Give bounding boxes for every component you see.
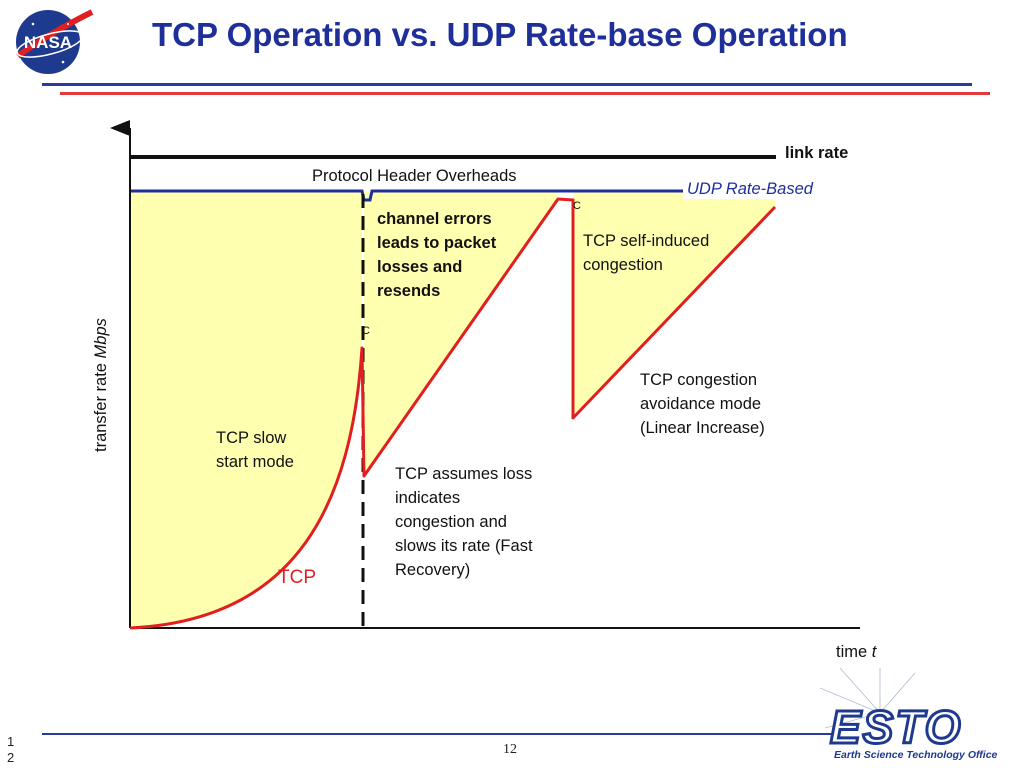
fast-recovery-label: TCP assumes loss indicates congestion an… — [395, 465, 533, 579]
x-axis-label-text: time — [836, 643, 872, 661]
footer-rule — [42, 733, 832, 735]
tcp-curve-label: TCP — [278, 567, 316, 588]
self-induced-label: TCP self-induced congestion — [583, 232, 710, 274]
slide-title: TCP Operation vs. UDP Rate-base Operatio… — [152, 16, 848, 53]
y-axis-label: transfer rate Mbps — [92, 318, 111, 452]
header-rule-blue — [42, 83, 972, 86]
congestion-fill — [573, 191, 775, 418]
header-rule-red — [60, 92, 990, 95]
esto-logo-subtitle: Earth Science Technology Office — [834, 749, 998, 761]
congestion-avoidance-label: TCP congestion avoidance mode (Linear In… — [640, 371, 765, 437]
page-number: 12 — [503, 742, 517, 757]
channel-errors-label: channel errors leads to packet losses an… — [377, 210, 497, 300]
x-axis-unit: t — [871, 643, 877, 661]
slow-start-label: TCP slow start mode — [216, 429, 294, 471]
esto-logo-text: ESTO — [830, 701, 962, 753]
udp-rate-line — [130, 189, 683, 202]
marker-c-1: C — [362, 325, 370, 337]
y-axis-unit: Mbps — [92, 318, 110, 359]
marker-c-2: C — [573, 200, 581, 212]
side-number: 1 2 — [7, 734, 15, 765]
esto-logo: ESTO Earth Science Technology Office — [820, 668, 998, 761]
udp-rate-label: UDP Rate-Based — [683, 180, 817, 199]
nasa-logo-text: NASA — [24, 33, 72, 52]
protocol-header-label: Protocol Header Overheads — [312, 167, 517, 185]
y-axis-label-text: transfer rate — [92, 358, 110, 452]
link-rate-label: link rate — [785, 144, 849, 162]
nasa-logo: NASA — [16, 9, 94, 74]
slow-start-fill — [130, 191, 362, 628]
x-axis-label: time t — [836, 640, 876, 664]
tcp-rate-curve — [129, 197, 777, 630]
